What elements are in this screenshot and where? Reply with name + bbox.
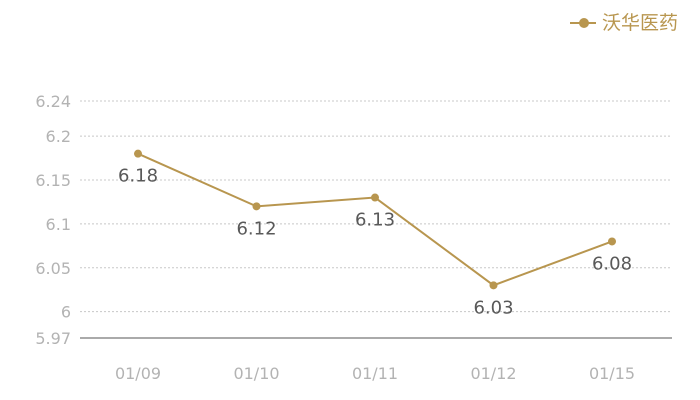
data-point[interactable] [489,281,498,290]
data-label: 6.18 [118,166,158,187]
y-axis-tick-labels: 6.24 6.2 6.15 6.1 6.05 6 5.97 [35,92,71,348]
y-tick-label: 6.2 [46,127,71,146]
x-axis-tick-labels: 01/09 01/10 01/11 01/12 01/15 [115,364,635,383]
y-tick-label: 5.97 [35,329,71,348]
y-tick-label: 6.1 [46,215,71,234]
x-tick-label: 01/11 [352,364,398,383]
y-tick-label: 6 [61,303,71,322]
series-group [134,149,616,290]
y-tick-label: 6.05 [35,259,71,278]
data-point[interactable] [371,193,379,202]
data-label: 6.12 [236,218,276,239]
legend-line-marker-icon [569,12,596,32]
y-tick-label: 6.15 [35,171,71,190]
legend-label: 沃华医药 [601,12,678,34]
data-point[interactable] [134,149,142,158]
x-tick-label: 01/15 [589,364,635,383]
x-tick-label: 01/09 [115,364,161,383]
y-tick-label: 6.24 [35,92,71,111]
gridlines [80,100,672,313]
chart-legend: 沃华医药 [569,8,678,35]
data-label: 6.13 [355,210,395,231]
x-tick-label: 01/12 [470,364,516,383]
data-labels: 6.18 6.12 6.13 6.03 6.08 [118,166,632,319]
data-label: 6.03 [473,297,513,318]
data-label: 6.08 [592,253,632,274]
x-tick-label: 01/10 [233,364,279,383]
data-point[interactable] [608,237,616,246]
data-point[interactable] [252,202,261,211]
